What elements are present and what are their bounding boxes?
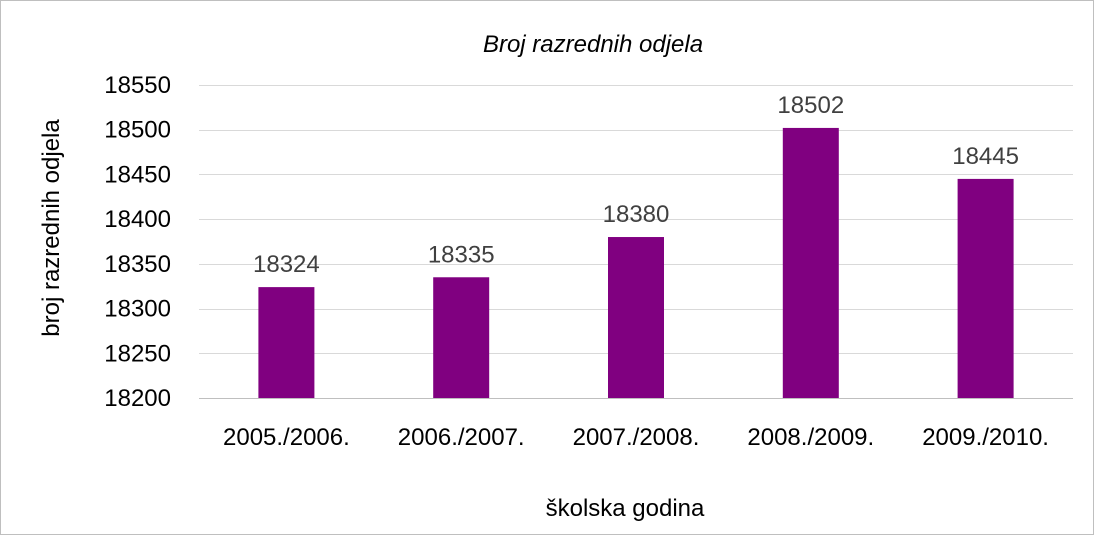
data-labels: 18324 18335 18380 18502 18445 [253,92,1019,278]
y-tick-label: 18250 [104,340,171,367]
x-tick-label: 2007./2008. [573,424,700,451]
chart-title: Broj razrednih odjela [483,31,703,58]
data-label: 18445 [952,143,1019,170]
y-tick-label: 18350 [104,251,171,278]
y-tick-label: 18400 [104,206,171,233]
x-tick-label: 2006./2007. [398,424,525,451]
y-tick-label: 18200 [104,385,171,412]
x-tick-label: 2008./2009. [747,424,874,451]
bar [258,287,315,398]
data-label: 18324 [253,251,320,278]
y-tick-label: 18450 [104,161,171,188]
y-axis-title: broj razrednih odjela [38,119,65,337]
bar [433,277,490,398]
x-tick-label: 2005./2006. [223,424,350,451]
y-tick-label: 18300 [104,296,171,323]
bar [782,127,839,398]
x-axis-title: školska godina [546,495,705,522]
x-tick-label: 2009./2010. [922,424,1049,451]
y-axis-ticks: 18200 18250 18300 18350 18400 18450 18500 18550 [104,72,171,412]
x-axis-ticks: 2005./2006. 2006./2007. 2007./2008. 2008./2… [223,424,1049,451]
bar [957,178,1014,398]
bar [608,237,664,398]
bars [258,127,1014,398]
y-tick-label: 18550 [104,72,171,99]
data-label: 18335 [428,241,495,268]
data-label: 18380 [603,201,670,228]
data-label: 18502 [777,92,844,119]
y-tick-label: 18500 [104,117,171,144]
